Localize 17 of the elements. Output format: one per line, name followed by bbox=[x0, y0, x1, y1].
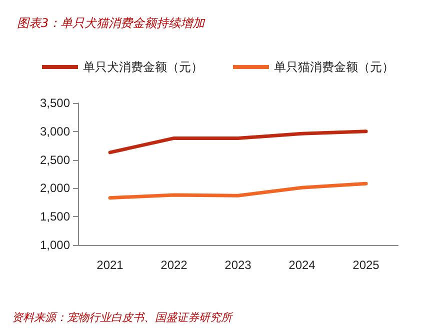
y-tick-label: 2,000 bbox=[40, 181, 70, 196]
x-tick-label: 2022 bbox=[160, 258, 188, 272]
y-tick-label: 3,500 bbox=[40, 96, 70, 110]
legend-label: 单只猫消费金额（元） bbox=[274, 60, 394, 74]
x-tick-label: 2023 bbox=[224, 258, 252, 272]
y-tick-label: 2,500 bbox=[40, 152, 70, 167]
chart-title: 图表3：单只犬猫消费金额持续增加 bbox=[17, 16, 206, 30]
x-tick-label: 2025 bbox=[352, 258, 380, 272]
x-tick-label: 2024 bbox=[288, 258, 316, 272]
line-series bbox=[108, 182, 368, 200]
y-tick-label: 3,000 bbox=[40, 124, 70, 138]
legend-label: 单只犬消费金额（元） bbox=[83, 60, 203, 74]
x-tick-label: 2021 bbox=[96, 258, 124, 272]
text: 资料来源：宠物行业白皮书、国盛证券研究所 bbox=[12, 311, 234, 324]
line-series bbox=[108, 130, 368, 154]
y-tick-label: 1,500 bbox=[40, 210, 70, 224]
y-tick-label: 1,000 bbox=[40, 238, 70, 252]
